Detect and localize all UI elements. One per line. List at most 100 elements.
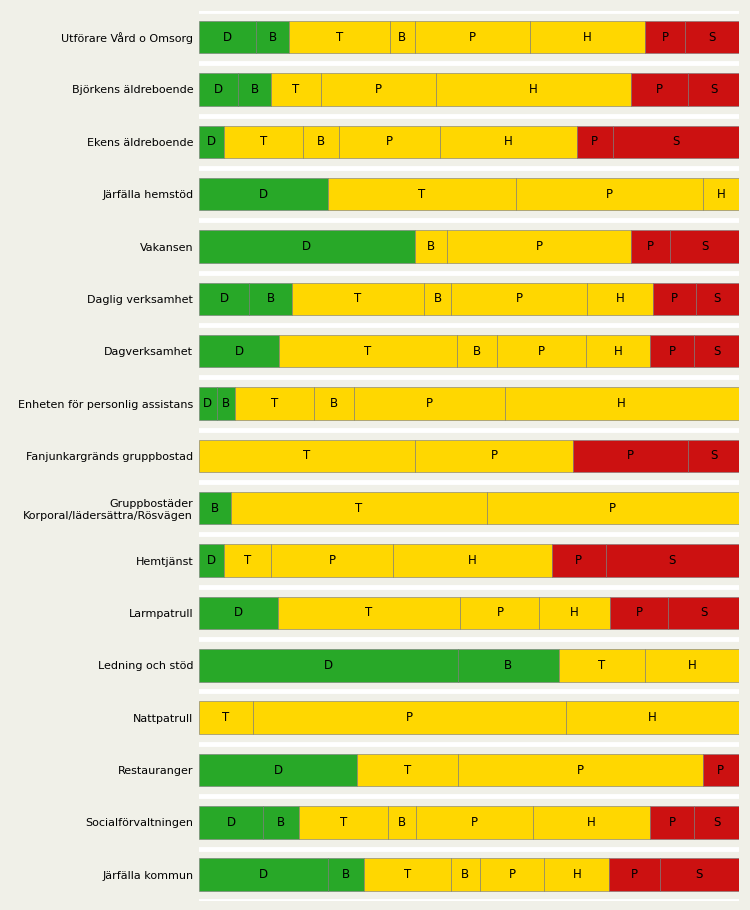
- Bar: [199, 21, 256, 54]
- Text: P: P: [471, 816, 478, 829]
- Bar: [353, 388, 505, 420]
- Text: T: T: [356, 501, 362, 515]
- Text: P: P: [669, 345, 676, 358]
- Bar: [530, 21, 645, 54]
- Bar: [685, 21, 739, 54]
- Bar: [609, 858, 659, 891]
- Bar: [328, 858, 364, 891]
- Text: P: P: [609, 501, 616, 515]
- Text: D: D: [302, 240, 311, 253]
- Text: B: B: [398, 31, 406, 44]
- Bar: [416, 806, 533, 839]
- Text: H: H: [614, 345, 622, 358]
- Bar: [424, 283, 451, 315]
- Bar: [668, 597, 739, 629]
- Text: S: S: [714, 292, 721, 306]
- Bar: [487, 492, 739, 524]
- Bar: [224, 126, 303, 158]
- Text: H: H: [648, 712, 657, 724]
- Bar: [440, 126, 577, 158]
- Text: T: T: [365, 606, 373, 620]
- Text: D: D: [235, 345, 244, 358]
- Text: P: P: [669, 816, 676, 829]
- Bar: [199, 753, 357, 786]
- Text: P: P: [375, 83, 382, 96]
- Bar: [457, 335, 497, 368]
- Bar: [199, 178, 328, 210]
- Bar: [559, 649, 645, 682]
- Text: T: T: [303, 450, 310, 462]
- Bar: [199, 73, 238, 106]
- Text: S: S: [713, 345, 720, 358]
- Text: T: T: [419, 187, 425, 200]
- Text: B: B: [222, 397, 230, 410]
- Bar: [650, 335, 694, 368]
- Bar: [303, 126, 339, 158]
- Text: T: T: [340, 816, 347, 829]
- Text: D: D: [223, 31, 232, 44]
- Bar: [533, 806, 650, 839]
- Text: P: P: [496, 606, 503, 620]
- Bar: [199, 126, 224, 158]
- Bar: [263, 806, 299, 839]
- Text: P: P: [406, 712, 412, 724]
- Bar: [452, 283, 587, 315]
- Bar: [694, 806, 739, 839]
- Bar: [703, 178, 739, 210]
- Bar: [364, 858, 451, 891]
- Text: T: T: [222, 712, 230, 724]
- Bar: [631, 230, 670, 263]
- Bar: [613, 126, 739, 158]
- Bar: [289, 21, 389, 54]
- Bar: [694, 335, 739, 368]
- Text: S: S: [708, 31, 716, 44]
- Text: D: D: [220, 292, 229, 306]
- Bar: [447, 230, 631, 263]
- Text: D: D: [259, 868, 268, 881]
- Text: T: T: [355, 292, 362, 306]
- Bar: [544, 858, 609, 891]
- Text: P: P: [426, 397, 433, 410]
- Text: P: P: [671, 292, 678, 306]
- Bar: [199, 806, 263, 839]
- Text: P: P: [631, 868, 638, 881]
- Bar: [357, 753, 458, 786]
- Text: P: P: [328, 554, 335, 567]
- Text: P: P: [627, 450, 634, 462]
- Bar: [415, 21, 530, 54]
- Text: D: D: [207, 136, 216, 148]
- Bar: [224, 544, 271, 577]
- Text: B: B: [504, 659, 512, 672]
- Bar: [631, 73, 688, 106]
- Text: P: P: [662, 31, 668, 44]
- Bar: [389, 21, 415, 54]
- Text: H: H: [617, 397, 626, 410]
- Text: P: P: [656, 83, 663, 96]
- Bar: [388, 806, 416, 839]
- Text: S: S: [700, 606, 707, 620]
- Bar: [573, 440, 688, 472]
- Bar: [577, 126, 613, 158]
- Bar: [587, 283, 653, 315]
- Bar: [238, 73, 271, 106]
- Text: T: T: [271, 397, 278, 410]
- Bar: [199, 649, 458, 682]
- Text: B: B: [211, 501, 219, 515]
- Text: S: S: [700, 240, 708, 253]
- Bar: [199, 335, 279, 368]
- Bar: [199, 492, 231, 524]
- Text: T: T: [364, 345, 372, 358]
- Text: S: S: [672, 136, 680, 148]
- Bar: [415, 440, 573, 472]
- Bar: [199, 597, 278, 629]
- Text: P: P: [469, 31, 476, 44]
- Text: H: H: [584, 31, 592, 44]
- Bar: [505, 388, 739, 420]
- Bar: [321, 73, 436, 106]
- Text: P: P: [635, 606, 643, 620]
- Text: T: T: [260, 136, 267, 148]
- Bar: [292, 283, 424, 315]
- Bar: [299, 806, 388, 839]
- Text: B: B: [461, 868, 470, 881]
- Text: T: T: [335, 31, 343, 44]
